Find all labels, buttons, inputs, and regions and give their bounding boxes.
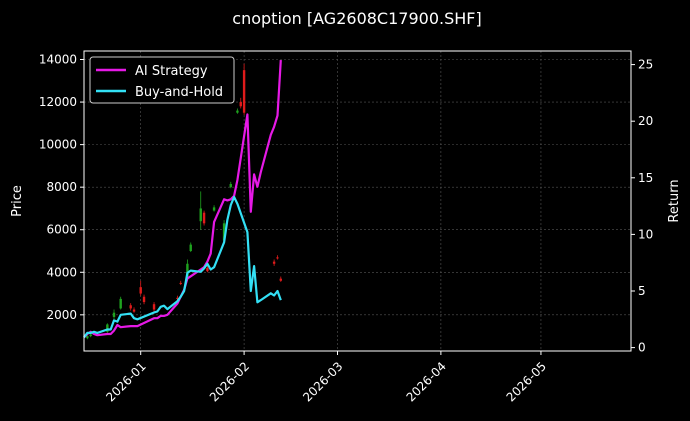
candle-body <box>152 304 156 310</box>
y-left-tick-label: 4000 <box>46 265 77 279</box>
candle-body <box>106 324 109 332</box>
chart-title: cnoption [AG2608C17900.SHF] <box>232 9 481 28</box>
y-left-tick-label: 8000 <box>46 180 77 194</box>
legend-label-buy-and-hold: Buy-and-Hold <box>135 85 223 100</box>
y-right-tick-label: 20 <box>638 114 653 128</box>
candle-body <box>142 296 146 303</box>
plot-frame <box>83 50 632 352</box>
grid-lines <box>84 51 631 351</box>
buy-and-hold-line <box>83 195 282 339</box>
candle-body <box>239 102 242 107</box>
y-right-tick-label: 15 <box>638 171 653 185</box>
candle-body <box>279 278 282 281</box>
y-left-tick-label: 10000 <box>39 138 77 152</box>
candle-body <box>112 312 116 317</box>
candle-body <box>229 183 232 188</box>
candle-body <box>89 334 92 337</box>
candle-body <box>129 305 132 309</box>
candle-body <box>199 208 202 222</box>
y-axis-right-label: Return <box>667 179 682 222</box>
y-axis-left-label: Price <box>10 185 25 217</box>
y-right-tick-label: 0 <box>638 341 646 355</box>
candle-body <box>242 70 246 113</box>
candle-body <box>276 257 279 259</box>
candle-body <box>179 282 182 284</box>
candle-body <box>86 336 89 339</box>
legend: AI Strategy Buy-and-Hold <box>89 56 235 104</box>
candle-body <box>272 261 276 264</box>
candle-body <box>222 223 226 241</box>
candle-body <box>139 287 142 294</box>
candle-body <box>206 268 209 272</box>
candle-body <box>176 297 179 299</box>
candlesticks <box>86 63 282 340</box>
candle-body <box>119 298 122 309</box>
y-right-tick-label: 25 <box>638 58 653 72</box>
candle-body <box>189 244 192 251</box>
candle-body <box>132 309 136 312</box>
y-right-tick-label: 5 <box>638 284 646 298</box>
candle-body <box>236 110 239 113</box>
candle-body <box>186 263 189 279</box>
candle-body <box>212 207 216 211</box>
y-left-tick-label: 6000 <box>46 223 77 237</box>
series-lines <box>83 60 282 339</box>
y-left-tick-label: 12000 <box>39 95 77 109</box>
legend-label-ai-strategy: AI Strategy <box>135 64 208 79</box>
y-right-tick-label: 10 <box>638 227 653 241</box>
candle-body <box>202 212 206 224</box>
y-left-tick-label: 2000 <box>46 308 77 322</box>
y-left-tick-label: 14000 <box>39 53 77 67</box>
